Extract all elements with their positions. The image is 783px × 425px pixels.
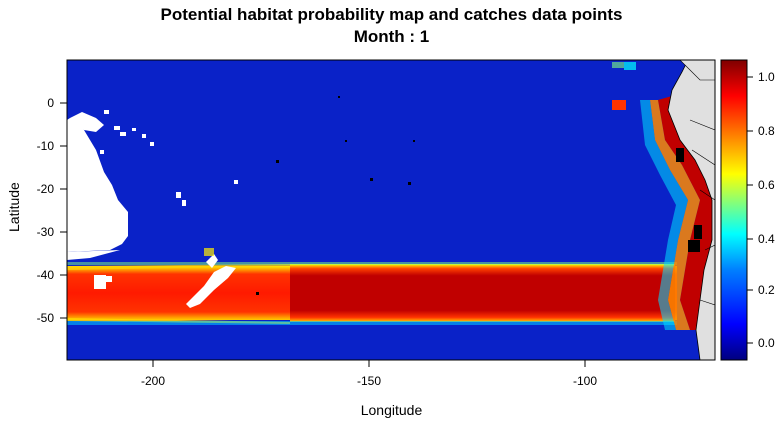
colorbar-tick-label: 0.6 (758, 178, 775, 192)
new-guinea-landmass (70, 112, 104, 132)
colorbar-tick-label: 0.4 (758, 232, 775, 246)
x-tick-label: -200 (141, 374, 165, 388)
south-america-landmass (667, 60, 715, 360)
y-tick-label: -30 (37, 225, 55, 239)
habitat-band-core (290, 264, 675, 322)
map-title: Potential habitat probability map and ca… (160, 5, 623, 24)
x-axis-label: Longitude (360, 402, 423, 418)
colorbar-tick-label: 1.0 (758, 70, 775, 84)
y-tick-label: 0 (47, 96, 54, 110)
y-tick-label: -40 (37, 268, 55, 282)
colorbar-tick-label: 0.8 (758, 124, 775, 138)
y-tick-label: -20 (37, 182, 55, 196)
x-tick-label: -150 (357, 374, 381, 388)
y-axis-label: Latitude (6, 182, 22, 232)
australia-landmass (67, 118, 128, 252)
y-tick-label: -50 (37, 311, 55, 325)
x-axis-ticks (152, 360, 586, 367)
map-raster (67, 60, 715, 360)
colorbar-ticks (747, 76, 753, 344)
colorbar (720, 59, 748, 361)
coastal-habitat-east (658, 96, 712, 330)
x-tick-label: -100 (573, 374, 597, 388)
colorbar-tick-label: 0.2 (758, 283, 775, 297)
catch-points (256, 96, 702, 295)
galapagos-hotspot (612, 100, 626, 110)
y-axis-ticks (60, 102, 67, 319)
y-tick-label: -10 (37, 139, 55, 153)
colorbar-tick-label: 0.0 (758, 336, 775, 350)
new-zealand-landmass (186, 266, 236, 308)
map-subtitle: Month : 1 (353, 27, 430, 46)
plot-frame (66, 59, 716, 361)
